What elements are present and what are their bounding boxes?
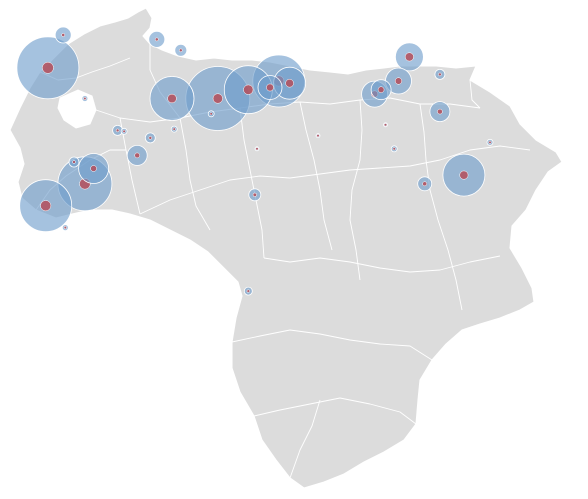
bubble-core-calabozo — [255, 147, 259, 151]
bubble-core-los-teques — [266, 83, 274, 92]
bubble-core-coro — [154, 37, 159, 42]
bubble-core-merida-north — [72, 160, 76, 164]
bubble-core-cumana — [394, 77, 403, 85]
bubble-core-anaco — [383, 123, 388, 127]
bubble-core-san-carlos — [209, 112, 213, 116]
bubble-core-maracaibo-east — [83, 96, 87, 101]
bubble-core-guanare — [148, 136, 153, 140]
bubble-core-tucupita — [488, 140, 492, 144]
bubble-core-margarita — [404, 52, 414, 62]
bubble-core-barquisimeto — [167, 93, 177, 104]
bubble-core-puerto-ayacucho — [246, 289, 250, 293]
bubble-core-guarenas — [285, 78, 294, 88]
bubble-core-valle-pascua — [316, 134, 320, 138]
bubble-core-tachira-south — [63, 226, 67, 230]
bubble-core-merida — [90, 165, 97, 172]
bubble-core-maracaibo-north — [61, 33, 66, 37]
bubble-core-maracay — [243, 84, 254, 95]
bubble-core-san-fernando — [252, 192, 257, 197]
venezuela-outline — [9, 7, 563, 489]
bubble-core-trujillo — [122, 129, 126, 133]
bubble-core-maturin — [437, 108, 443, 115]
bubble-core-puerto-la-cruz — [377, 86, 385, 93]
bubble-core-valera — [115, 128, 120, 133]
bubble-core-maracaibo-west — [42, 61, 54, 74]
bubble-core-san-cristobal — [40, 200, 52, 212]
bubble-core-valencia — [212, 93, 223, 104]
bubble-core-barinas — [134, 152, 140, 159]
bubble-core-punto-fijo — [179, 48, 183, 53]
bubble-core-el-tigre — [392, 147, 396, 151]
bubble-core-puerto-ordaz — [459, 170, 469, 180]
bubble-layer — [16, 26, 494, 296]
bubble-core-ciudad-bolivar — [422, 181, 428, 187]
bubble-core-carupano — [438, 72, 442, 77]
bubble-core-acarigua — [172, 127, 176, 131]
